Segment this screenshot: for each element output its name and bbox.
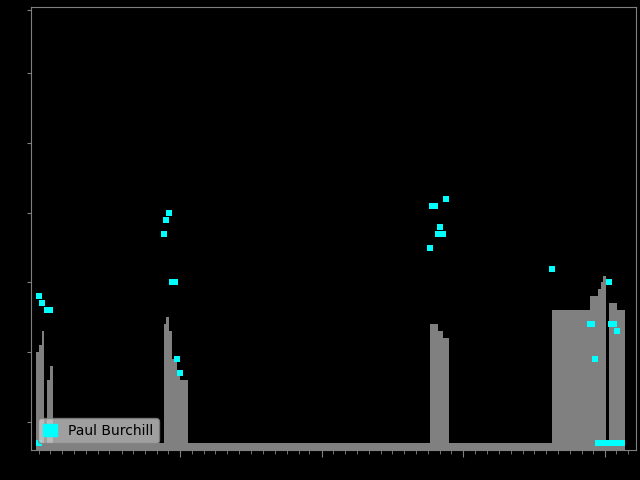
Point xyxy=(598,439,609,447)
Point xyxy=(430,202,440,210)
Point xyxy=(584,321,595,328)
Point xyxy=(34,439,44,447)
Point xyxy=(435,223,445,230)
Point xyxy=(604,439,614,447)
Legend: Paul Burchill: Paul Burchill xyxy=(38,418,159,443)
Point xyxy=(588,321,598,328)
Point xyxy=(547,264,557,272)
Point xyxy=(604,279,614,287)
Point xyxy=(606,439,616,447)
Point xyxy=(172,355,182,363)
Point xyxy=(614,439,625,447)
Point xyxy=(433,230,443,238)
Point xyxy=(42,307,52,314)
Point xyxy=(45,307,55,314)
Point xyxy=(36,300,47,307)
Point xyxy=(159,230,169,238)
Point xyxy=(609,321,620,328)
Point xyxy=(438,230,449,238)
Point xyxy=(593,439,603,447)
Point xyxy=(612,439,622,447)
Point xyxy=(595,439,605,447)
Point xyxy=(161,216,172,224)
Point xyxy=(617,439,627,447)
Point xyxy=(424,244,435,252)
Point xyxy=(612,327,622,335)
Point xyxy=(34,293,44,300)
Point xyxy=(170,279,180,287)
Point xyxy=(590,355,600,363)
Point xyxy=(606,321,616,328)
Point xyxy=(164,209,174,216)
Point xyxy=(441,195,451,203)
Point xyxy=(601,439,611,447)
Point xyxy=(609,439,620,447)
Point xyxy=(167,279,177,287)
Point xyxy=(428,202,438,210)
Point xyxy=(175,370,185,377)
